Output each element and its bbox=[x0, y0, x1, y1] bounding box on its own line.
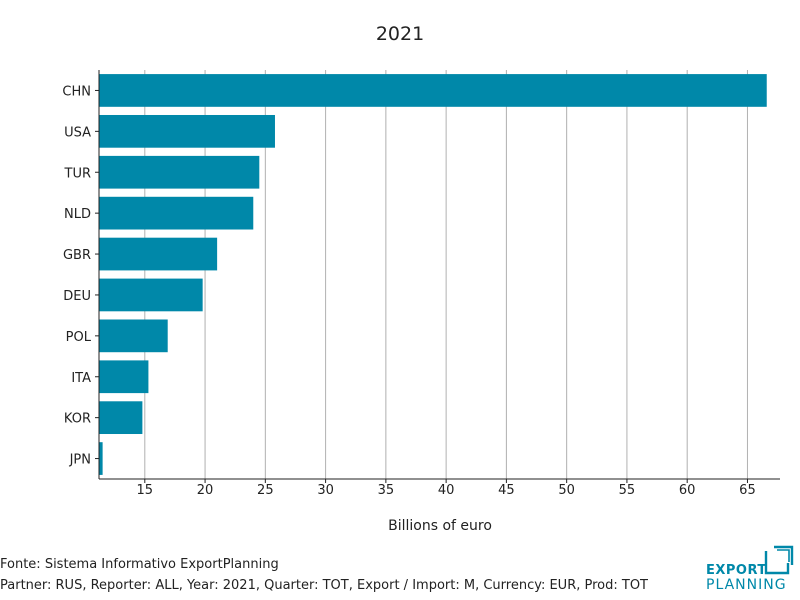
bar-gbr bbox=[99, 237, 218, 271]
bar-pol bbox=[99, 319, 168, 353]
x-tick-label: 30 bbox=[317, 483, 334, 498]
bar-chn bbox=[99, 74, 767, 107]
export-planning-logo: EXPORT PLANNING bbox=[704, 545, 796, 595]
bar-jpn bbox=[99, 442, 103, 475]
x-tick-label: 45 bbox=[498, 483, 515, 498]
bar-ita bbox=[99, 360, 149, 394]
x-axis-label: Billions of euro bbox=[388, 518, 492, 534]
export-planning-logo-icon bbox=[764, 545, 794, 575]
bar-usa bbox=[99, 114, 275, 148]
y-tick-label: DEU bbox=[63, 289, 91, 304]
bar-tur bbox=[99, 155, 260, 189]
x-tick-label: 65 bbox=[739, 483, 756, 498]
chart-title: 2021 bbox=[376, 23, 424, 45]
source-note: Fonte: Sistema Informativo ExportPlannin… bbox=[0, 557, 279, 572]
logo-wordmark-planning: PLANNING bbox=[706, 577, 787, 593]
y-tick-label: JPN bbox=[69, 453, 91, 468]
x-tick-label: 20 bbox=[197, 483, 214, 498]
x-tick-label: 25 bbox=[257, 483, 274, 498]
bar-deu bbox=[99, 278, 203, 312]
x-tick-label: 15 bbox=[137, 483, 154, 498]
y-tick-label: KOR bbox=[64, 412, 91, 427]
x-tick-label: 60 bbox=[679, 483, 696, 498]
y-tick-label: TUR bbox=[64, 166, 92, 181]
bar-chart: 15 20 25 30 35 40 45 50 55 60 65 CHN USA TUR NLD GBR DEU… bbox=[62, 23, 780, 534]
y-tick-label: POL bbox=[66, 330, 92, 345]
y-tick-label: CHN bbox=[62, 84, 91, 99]
y-tick-label: NLD bbox=[64, 207, 91, 222]
y-tick-label: USA bbox=[64, 125, 91, 140]
x-tick-label: 50 bbox=[558, 483, 575, 498]
query-parameters-note: Partner: RUS, Reporter: ALL, Year: 2021,… bbox=[0, 578, 649, 593]
x-tick-label: 55 bbox=[619, 483, 636, 498]
bar-kor bbox=[99, 401, 143, 435]
axes: 15 20 25 30 35 40 45 50 55 60 65 CHN USA TUR NLD GBR DEU… bbox=[62, 70, 780, 498]
x-tick-label: 35 bbox=[378, 483, 395, 498]
y-tick-label: ITA bbox=[71, 371, 91, 386]
bars bbox=[99, 74, 767, 475]
y-tick-label: GBR bbox=[63, 248, 91, 263]
logo-wordmark-export: EXPORT bbox=[706, 563, 767, 578]
x-tick-label: 40 bbox=[438, 483, 455, 498]
bar-nld bbox=[99, 196, 254, 230]
